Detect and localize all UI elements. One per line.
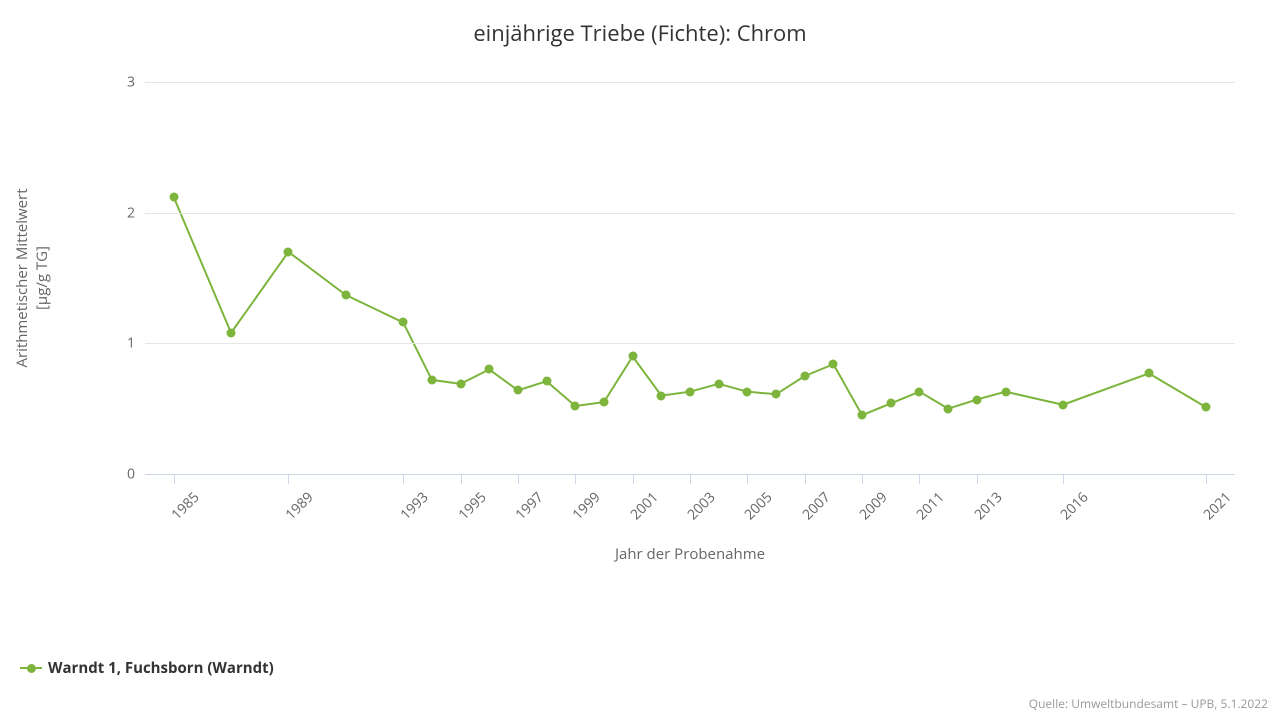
series-path-layer [145,82,1235,474]
x-tick-label: 2005 [741,488,777,524]
data-point[interactable] [599,398,608,407]
gridline [145,82,1235,83]
data-point[interactable] [1202,403,1211,412]
data-point[interactable] [628,352,637,361]
data-point[interactable] [341,290,350,299]
data-point[interactable] [1058,400,1067,409]
data-point[interactable] [886,399,895,408]
data-point[interactable] [657,391,666,400]
y-axis-title: Arithmetischer Mittelwert[µg/g TG] [12,188,52,367]
x-tick-label: 1995 [454,488,490,524]
x-tick-mark [747,474,748,484]
x-axis-title: Jahr der Probenahme [145,544,1235,564]
data-point[interactable] [800,372,809,381]
x-tick-label: 1989 [282,488,318,524]
data-point[interactable] [1001,387,1010,396]
x-tick-mark [174,474,175,484]
data-point[interactable] [227,328,236,337]
x-tick-mark [919,474,920,484]
y-tick-label: 0 [127,465,135,484]
x-tick-label: 1993 [397,488,433,524]
data-point[interactable] [485,365,494,374]
legend-label: Warndt 1, Fuchsborn (Warndt) [48,658,274,678]
gridline [145,213,1235,214]
x-tick-mark [862,474,863,484]
credit-text: Quelle: Umweltbundesamt – UPB, 5.1.2022 [1029,695,1268,712]
chart-container: einjährige Triebe (Fichte): Chrom 012319… [0,0,1280,720]
data-point[interactable] [686,387,695,396]
x-tick-label: 2007 [798,488,834,524]
y-tick-label: 1 [127,334,135,353]
data-point[interactable] [915,387,924,396]
data-point[interactable] [1144,369,1153,378]
data-point[interactable] [427,375,436,384]
chart-title: einjährige Triebe (Fichte): Chrom [0,18,1280,48]
legend-marker-icon [20,662,42,674]
x-tick-label: 1985 [167,488,203,524]
data-point[interactable] [858,411,867,420]
x-tick-mark [633,474,634,484]
data-point[interactable] [972,395,981,404]
x-tick-mark [518,474,519,484]
x-tick-mark [461,474,462,484]
data-point[interactable] [571,402,580,411]
data-point[interactable] [772,390,781,399]
x-tick-mark [403,474,404,484]
x-tick-mark [575,474,576,484]
data-point[interactable] [542,377,551,386]
x-tick-label: 2013 [970,488,1006,524]
data-point[interactable] [944,404,953,413]
gridline [145,343,1235,344]
x-tick-label: 2009 [855,488,891,524]
x-tick-label: 2003 [683,488,719,524]
data-point[interactable] [714,379,723,388]
x-tick-label: 2016 [1056,488,1092,524]
x-tick-label: 2011 [913,488,949,524]
x-tick-label: 2001 [626,488,662,524]
y-tick-label: 3 [127,73,135,92]
x-tick-mark [1063,474,1064,484]
legend[interactable]: Warndt 1, Fuchsborn (Warndt) [20,658,274,678]
series-line [174,197,1207,415]
plot-area: 0123198519891993199519971999200120032005… [145,82,1235,474]
data-point[interactable] [829,360,838,369]
x-tick-mark [288,474,289,484]
data-point[interactable] [399,318,408,327]
data-point[interactable] [456,379,465,388]
data-point[interactable] [284,247,293,256]
x-tick-mark [690,474,691,484]
x-tick-mark [805,474,806,484]
data-point[interactable] [513,386,522,395]
x-tick-mark [977,474,978,484]
x-tick-label: 2021 [1200,488,1236,524]
x-tick-label: 1999 [569,488,605,524]
data-point[interactable] [169,192,178,201]
x-tick-mark [1206,474,1207,484]
y-tick-label: 2 [127,203,135,222]
data-point[interactable] [743,387,752,396]
x-tick-label: 1997 [511,488,547,524]
